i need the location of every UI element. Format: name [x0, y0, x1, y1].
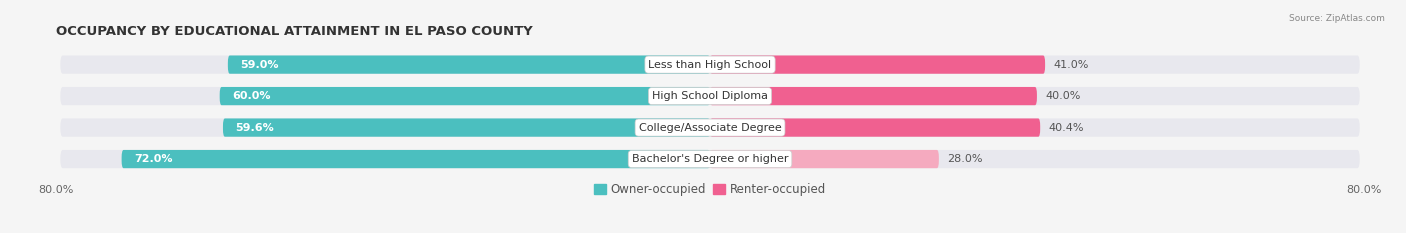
FancyBboxPatch shape — [710, 87, 1038, 105]
Text: 40.4%: 40.4% — [1049, 123, 1084, 133]
Text: 72.0%: 72.0% — [134, 154, 173, 164]
Text: Source: ZipAtlas.com: Source: ZipAtlas.com — [1289, 14, 1385, 23]
FancyBboxPatch shape — [60, 55, 1360, 74]
FancyBboxPatch shape — [228, 55, 710, 74]
Text: 41.0%: 41.0% — [1053, 60, 1088, 70]
FancyBboxPatch shape — [60, 150, 1360, 168]
Text: Bachelor's Degree or higher: Bachelor's Degree or higher — [631, 154, 789, 164]
Text: Less than High School: Less than High School — [648, 60, 772, 70]
Text: 60.0%: 60.0% — [232, 91, 270, 101]
Text: High School Diploma: High School Diploma — [652, 91, 768, 101]
FancyBboxPatch shape — [60, 87, 1360, 105]
FancyBboxPatch shape — [710, 55, 1045, 74]
FancyBboxPatch shape — [60, 118, 1360, 137]
FancyBboxPatch shape — [710, 118, 1040, 137]
Text: College/Associate Degree: College/Associate Degree — [638, 123, 782, 133]
FancyBboxPatch shape — [121, 150, 710, 168]
Text: OCCUPANCY BY EDUCATIONAL ATTAINMENT IN EL PASO COUNTY: OCCUPANCY BY EDUCATIONAL ATTAINMENT IN E… — [56, 25, 533, 38]
FancyBboxPatch shape — [710, 150, 939, 168]
Text: 40.0%: 40.0% — [1045, 91, 1080, 101]
Text: 28.0%: 28.0% — [948, 154, 983, 164]
Text: 59.0%: 59.0% — [240, 60, 278, 70]
FancyBboxPatch shape — [224, 118, 710, 137]
FancyBboxPatch shape — [219, 87, 710, 105]
Legend: Owner-occupied, Renter-occupied: Owner-occupied, Renter-occupied — [589, 178, 831, 201]
Text: 59.6%: 59.6% — [235, 123, 274, 133]
